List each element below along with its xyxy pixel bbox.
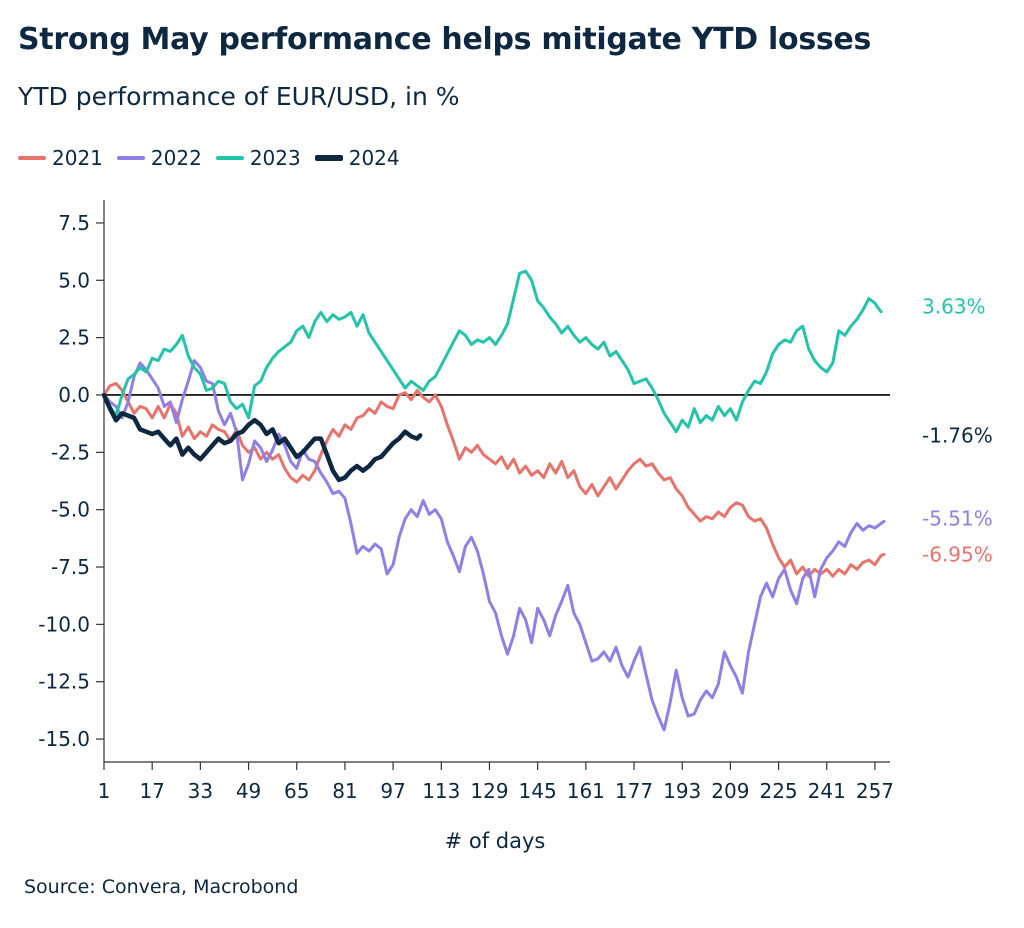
y-tick-label: -15.0 (38, 727, 90, 751)
source-note: Source: Convera, Macrobond (24, 876, 299, 898)
y-tick-label: 5.0 (58, 268, 90, 292)
series-line-2022 (102, 359, 886, 732)
end-label-2024: -1.76% (922, 423, 993, 447)
legend-label-2024: 2024 (348, 146, 400, 170)
legend-swatch-2022 (116, 156, 145, 160)
series-line-2024 (101, 392, 423, 483)
legend-label-2022: 2022 (150, 146, 202, 170)
x-tick-label: 65 (284, 779, 309, 803)
series-line-2023 (102, 269, 883, 434)
x-tick-label: 209 (711, 779, 749, 803)
legend-swatch-2021 (18, 156, 46, 160)
y-tick-label: -12.5 (38, 670, 90, 694)
series-line-2021 (102, 382, 886, 578)
end-label-2023: 3.63% (922, 295, 986, 319)
chart-legend: 2021 2022 2023 2024 (18, 146, 400, 170)
y-tick-label: 0.0 (58, 383, 90, 407)
x-tick-label: 257 (856, 779, 894, 803)
x-tick-label: 81 (332, 779, 357, 803)
x-tick-label: 145 (519, 779, 557, 803)
x-tick-label: 241 (808, 779, 846, 803)
y-tick-label: -2.5 (51, 440, 90, 464)
end-label-2021: -6.95% (922, 542, 993, 566)
x-tick-label: 1 (98, 779, 111, 803)
legend-label-2021: 2021 (52, 146, 103, 170)
x-tick-label: 177 (615, 779, 653, 803)
legend-item-2022[interactable]: 2022 (116, 146, 202, 170)
x-tick-label: 193 (663, 779, 701, 803)
x-tick-label: 33 (188, 779, 213, 803)
x-tick-label: 49 (236, 779, 261, 803)
legend-item-2024[interactable]: 2024 (314, 146, 400, 170)
x-tick-label: 113 (422, 779, 460, 803)
legend-swatch-2023 (215, 156, 244, 160)
x-tick-label: 129 (470, 779, 508, 803)
line-chart: 7.5 5.0 2.5 0.0 -2.5 -5.0 -7.5 -10.0 -12.5 -15.0 1… (38, 200, 993, 853)
y-tick-label: 7.5 (58, 211, 90, 235)
y-tick-label: 2.5 (58, 326, 90, 350)
legend-item-2023[interactable]: 2023 (215, 146, 301, 170)
end-label-2022: -5.51% (922, 506, 993, 530)
x-tick-label: 225 (759, 779, 797, 803)
legend-item-2021[interactable]: 2021 (18, 146, 103, 170)
legend-swatch-2024 (314, 155, 343, 161)
y-tick-label: -7.5 (51, 555, 90, 579)
x-tick-label: 17 (139, 779, 164, 803)
y-tick-label: -10.0 (38, 612, 90, 636)
legend-label-2023: 2023 (249, 146, 301, 170)
x-tick-label: 161 (567, 779, 605, 803)
x-axis-title: # of days (445, 829, 546, 853)
chart-subtitle: YTD performance of EUR/USD, in % (18, 82, 460, 111)
chart-title: Strong May performance helps mitigate YT… (18, 22, 872, 57)
x-tick-label: 97 (380, 779, 405, 803)
y-tick-label: -5.0 (51, 498, 90, 522)
